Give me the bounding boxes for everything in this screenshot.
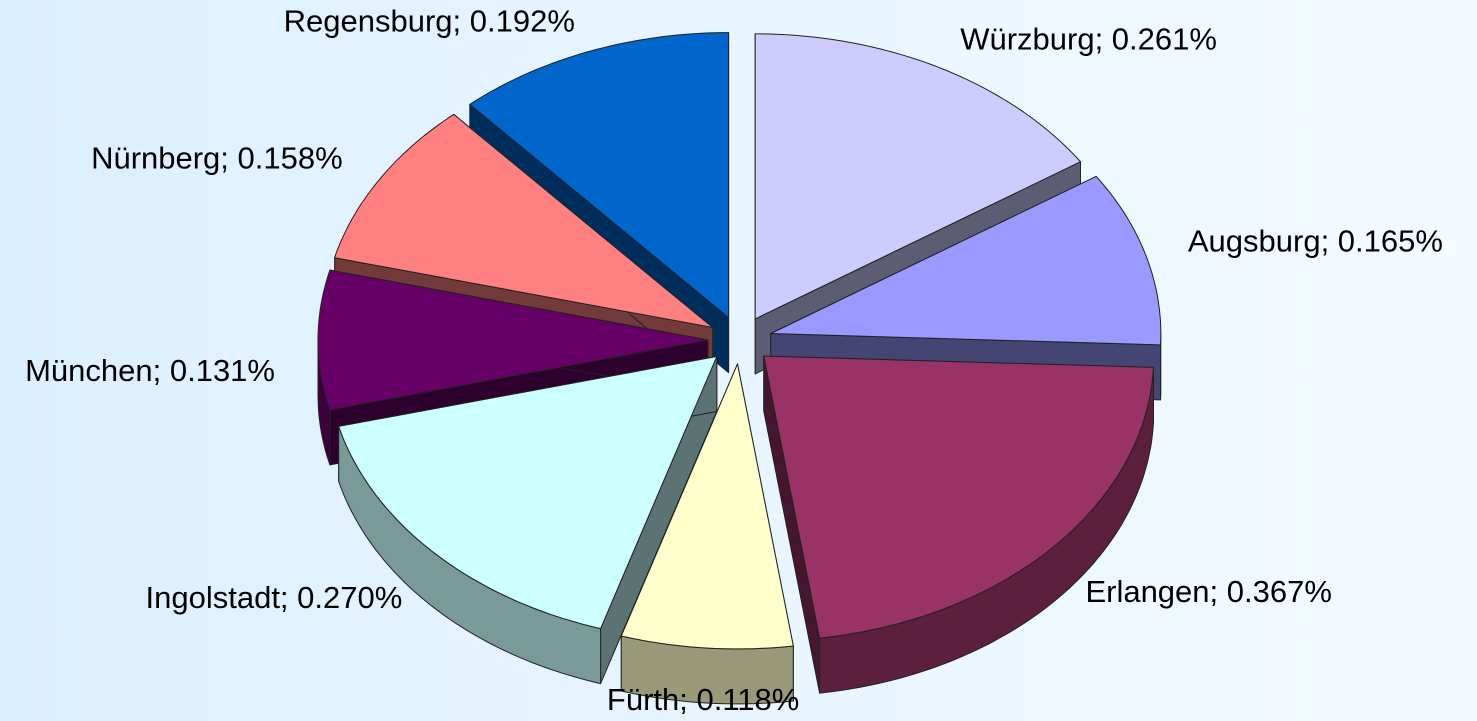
slice-top <box>338 356 718 630</box>
data-label: Regensburg; 0.192% <box>284 4 575 39</box>
data-label: Augsburg; 0.165% <box>1188 223 1443 258</box>
slice-top <box>754 33 1081 320</box>
slice <box>620 363 794 705</box>
data-label: Ingolstadt; 0.270% <box>146 580 403 615</box>
slice <box>763 355 1154 694</box>
data-label: Würzburg; 0.261% <box>960 22 1217 57</box>
data-label: München; 0.131% <box>25 353 275 388</box>
slice-top <box>763 355 1154 639</box>
data-label: Nürnberg; 0.158% <box>91 141 343 176</box>
data-label: Fürth; 0.118% <box>607 682 799 717</box>
slice <box>338 356 718 685</box>
slice-top <box>770 175 1162 346</box>
slice-top <box>334 113 714 328</box>
slice-top <box>620 363 794 650</box>
slice-top <box>317 269 709 411</box>
data-label: Erlangen; 0.367% <box>1085 574 1331 609</box>
slice-top <box>469 32 730 319</box>
